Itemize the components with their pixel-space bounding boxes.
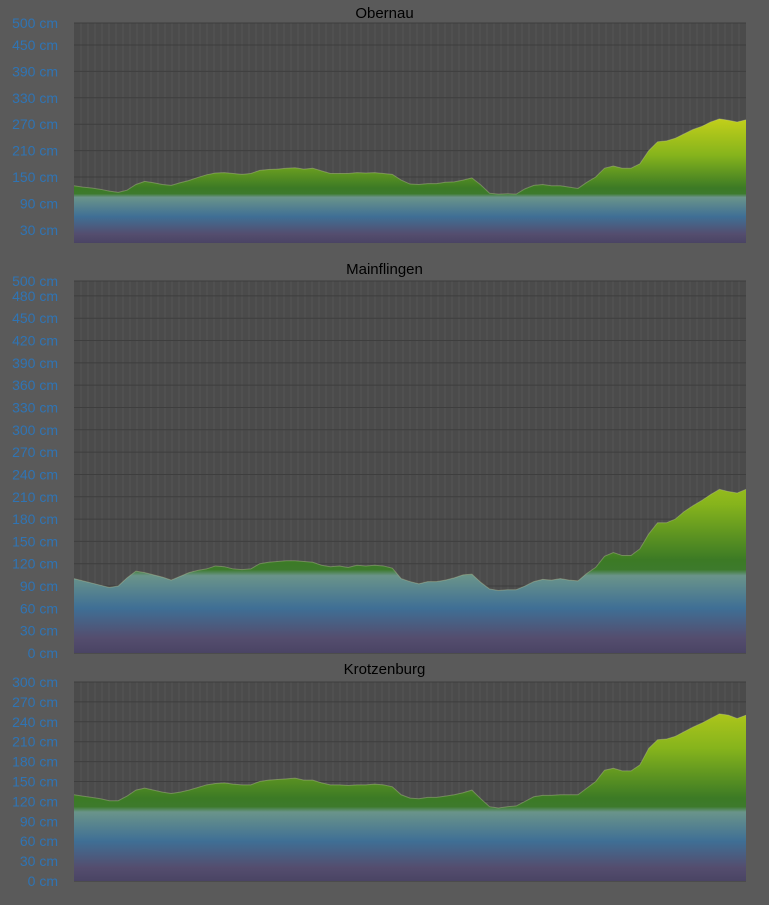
y-tick-label: 390 cm <box>12 63 58 79</box>
y-tick-label: 60 cm <box>20 833 58 849</box>
y-tick-label: 180 cm <box>12 754 58 770</box>
y-tick-label: 240 cm <box>12 466 58 482</box>
chart-title-mainflingen: Mainflingen <box>346 261 423 278</box>
y-tick-label: 450 cm <box>12 310 58 326</box>
y-tick-label: 30 cm <box>20 853 58 869</box>
y-tick-label: 120 cm <box>12 556 58 572</box>
y-tick-label: 0 cm <box>28 873 58 889</box>
water-level-area <box>74 489 746 653</box>
y-tick-label: 30 cm <box>20 623 58 639</box>
y-tick-label: 180 cm <box>12 511 58 527</box>
y-tick-label: 500 cm <box>12 15 58 31</box>
y-tick-label: 240 cm <box>12 714 58 730</box>
y-tick-label: 420 cm <box>12 333 58 349</box>
y-tick-label: 90 cm <box>20 813 58 829</box>
y-tick-label: 120 cm <box>12 793 58 809</box>
y-tick-label: 360 cm <box>12 377 58 393</box>
water-level-line <box>73 713 747 809</box>
water-level-line <box>73 488 747 592</box>
y-tick-label: 330 cm <box>12 90 58 106</box>
y-tick-label: 60 cm <box>20 600 58 616</box>
y-tick-label: 150 cm <box>12 169 58 185</box>
y-tick-label: 270 cm <box>12 444 58 460</box>
y-tick-label: 150 cm <box>12 533 58 549</box>
y-tick-label: 210 cm <box>12 143 58 159</box>
y-tick-label: 150 cm <box>12 774 58 790</box>
chart-svg-obernau: 500 cm 450 cm 390 cm 330 cm 270 cm 210 cm 150 … <box>12 15 747 243</box>
water-level-area <box>74 118 746 243</box>
chart-title-krotzenburg: Krotzenburg <box>343 661 426 678</box>
y-tick-label: 450 cm <box>12 37 58 53</box>
y-tick-label: 300 cm <box>12 674 58 690</box>
y-tick-label: 300 cm <box>12 422 58 438</box>
chart-title-obernau: Obernau <box>355 5 414 22</box>
y-tick-label: 30 cm <box>20 222 58 238</box>
y-tick-label: 0 cm <box>28 645 58 661</box>
y-tick-label: 90 cm <box>20 195 58 211</box>
y-tick-label: 270 cm <box>12 694 58 710</box>
water-level-line <box>73 118 747 195</box>
y-tick-label: 90 cm <box>20 578 58 594</box>
y-tick-label: 210 cm <box>12 489 58 505</box>
y-tick-label: 210 cm <box>12 734 58 750</box>
y-tick-label: 330 cm <box>12 399 58 415</box>
water-level-area <box>74 713 746 881</box>
y-tick-label: 390 cm <box>12 355 58 371</box>
y-tick-label: 480 cm <box>12 288 58 304</box>
y-tick-label: 500 cm <box>12 273 58 289</box>
y-tick-label: 270 cm <box>12 116 58 132</box>
